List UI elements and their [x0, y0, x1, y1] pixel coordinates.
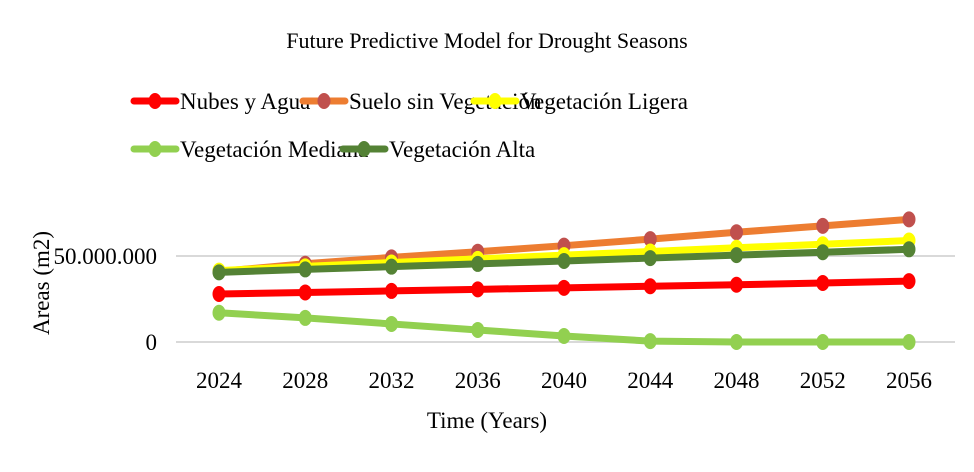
data-point: [212, 304, 226, 321]
legend-item: Vegetación Mediana: [130, 137, 368, 162]
legend-label: Vegetación Ligera: [520, 89, 688, 114]
legend-item: Vegetación Ligera: [470, 89, 688, 114]
data-point: [298, 309, 312, 326]
data-point: [816, 244, 830, 261]
chart-title: Future Predictive Model for Drought Seas…: [286, 28, 687, 53]
legend-swatch-marker: [357, 141, 371, 157]
x-tick-label: 2024: [196, 368, 243, 393]
data-point: [557, 252, 571, 269]
legend-swatch-marker: [488, 93, 502, 109]
legend-swatch-marker: [148, 93, 162, 109]
data-point: [902, 211, 916, 228]
x-tick-label: 2032: [369, 368, 415, 393]
data-point: [730, 334, 743, 350]
data-point: [902, 273, 916, 290]
data-point: [643, 333, 657, 350]
data-point: [385, 258, 398, 275]
data-point: [902, 241, 916, 258]
data-point: [730, 276, 743, 293]
data-point: [557, 279, 571, 296]
y-tick-label: 50.000.000: [54, 244, 158, 269]
data-point: [816, 217, 830, 234]
data-point: [557, 327, 571, 344]
series-marker-group: [212, 304, 916, 350]
legend-item: Nubes y Agua: [130, 89, 310, 114]
data-point: [816, 334, 830, 350]
data-point: [816, 275, 830, 292]
data-point: [471, 321, 485, 338]
legend: Nubes y Agua Suelo sin VegetaciónVegetaci…: [130, 89, 688, 162]
data-point: [730, 224, 743, 241]
x-tick-label: 2052: [800, 368, 846, 393]
legend-swatch-marker: [317, 93, 331, 109]
x-axis-title: Time (Years): [427, 408, 547, 433]
x-tick-label: 2040: [541, 368, 587, 393]
x-tick-label: 2056: [886, 368, 932, 393]
data-point: [385, 315, 398, 332]
x-axis-ticks: 2024 2028 2032 2036 2040 2044 2048 2052 2056: [196, 368, 932, 393]
x-tick-label: 2028: [282, 368, 328, 393]
legend-label: Vegetación Alta: [389, 137, 535, 162]
data-point: [298, 284, 312, 301]
legend-swatch-marker: [148, 141, 162, 157]
x-tick-label: 2048: [714, 368, 760, 393]
data-point: [212, 286, 226, 303]
legend-label: Vegetación Mediana: [180, 137, 368, 162]
data-point: [643, 250, 657, 267]
data-point: [212, 264, 226, 281]
series-marker-group: [212, 273, 916, 303]
y-axis-title: Areas (m2): [29, 231, 54, 335]
data-point: [385, 282, 398, 299]
data-point: [298, 261, 312, 278]
data-point: [643, 278, 657, 295]
x-tick-label: 2044: [627, 368, 674, 393]
y-tick-label: 0: [146, 330, 158, 355]
x-tick-label: 2036: [455, 368, 501, 393]
data-point: [643, 231, 657, 248]
data-point: [471, 255, 485, 272]
legend-item: Vegetación Alta: [339, 137, 535, 162]
data-point: [471, 281, 485, 298]
y-axis-ticks: 0 50.000.000: [54, 244, 158, 355]
series-lines: [212, 211, 916, 350]
series-marker-group: [212, 241, 916, 281]
data-point: [730, 247, 743, 264]
data-point: [902, 334, 916, 350]
legend-label: Nubes y Agua: [180, 89, 310, 114]
